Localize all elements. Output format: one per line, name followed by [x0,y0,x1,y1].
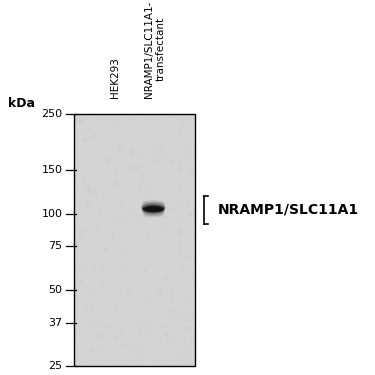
Text: NRAMP1/SLC11A1-
transfectant: NRAMP1/SLC11A1- transfectant [144,0,166,98]
Ellipse shape [162,130,165,132]
Ellipse shape [141,203,165,209]
Ellipse shape [153,190,155,194]
Text: NRAMP1/SLC11A1: NRAMP1/SLC11A1 [217,203,358,217]
Text: 75: 75 [48,241,62,251]
Ellipse shape [179,266,182,269]
Ellipse shape [76,121,78,123]
Ellipse shape [142,200,164,205]
Ellipse shape [143,213,164,217]
Ellipse shape [193,282,195,288]
Ellipse shape [142,209,164,215]
Ellipse shape [177,120,182,122]
Ellipse shape [100,114,102,120]
Ellipse shape [91,134,97,140]
Ellipse shape [157,347,162,348]
Ellipse shape [190,319,194,322]
Text: HEK293: HEK293 [110,57,120,98]
Ellipse shape [143,342,146,344]
Ellipse shape [179,123,184,128]
Ellipse shape [142,202,165,207]
Ellipse shape [132,210,136,211]
Ellipse shape [114,180,119,186]
Ellipse shape [163,326,168,327]
Text: 150: 150 [41,165,62,175]
Ellipse shape [83,138,87,142]
Text: kDa: kDa [8,97,35,110]
Ellipse shape [156,288,162,295]
Ellipse shape [178,183,181,189]
Text: 250: 250 [41,109,62,119]
Ellipse shape [74,270,80,272]
Ellipse shape [136,354,141,357]
Ellipse shape [139,327,141,334]
Ellipse shape [189,168,195,173]
Ellipse shape [89,184,91,187]
Ellipse shape [130,150,134,157]
Ellipse shape [177,310,178,316]
Ellipse shape [106,359,108,364]
Ellipse shape [144,207,163,212]
Ellipse shape [143,211,164,216]
Ellipse shape [170,297,174,299]
Ellipse shape [187,125,190,126]
Ellipse shape [103,247,108,252]
Ellipse shape [177,242,182,245]
Ellipse shape [186,154,188,160]
Ellipse shape [110,143,112,147]
Ellipse shape [78,118,84,126]
Ellipse shape [141,205,165,211]
Ellipse shape [109,268,111,270]
Ellipse shape [120,296,123,299]
Ellipse shape [120,123,122,124]
Text: 25: 25 [48,361,62,371]
Bar [74,114,195,366]
Ellipse shape [111,124,115,129]
Ellipse shape [188,328,191,330]
Ellipse shape [142,171,145,177]
Ellipse shape [189,362,194,368]
Ellipse shape [172,184,173,186]
Ellipse shape [145,232,149,240]
Ellipse shape [163,331,168,337]
Ellipse shape [141,178,144,182]
Ellipse shape [142,206,164,212]
Ellipse shape [144,267,149,273]
Text: 50: 50 [48,285,62,295]
Ellipse shape [140,254,142,256]
Ellipse shape [103,322,105,330]
Ellipse shape [130,146,133,152]
Ellipse shape [93,189,99,194]
Ellipse shape [136,347,138,351]
Ellipse shape [76,356,79,357]
Ellipse shape [91,349,95,354]
Ellipse shape [124,291,129,293]
Ellipse shape [85,263,87,267]
Text: 100: 100 [41,209,62,219]
Ellipse shape [74,200,76,207]
Ellipse shape [171,111,175,117]
Ellipse shape [184,255,190,261]
Ellipse shape [118,142,123,148]
Ellipse shape [170,160,175,164]
Ellipse shape [142,207,165,213]
Ellipse shape [73,329,78,334]
Text: 37: 37 [48,318,62,328]
Ellipse shape [160,148,163,153]
Ellipse shape [93,265,95,270]
Ellipse shape [79,236,84,240]
Ellipse shape [118,291,121,298]
Ellipse shape [123,342,126,347]
Ellipse shape [178,229,183,237]
Ellipse shape [113,336,118,339]
Ellipse shape [106,157,111,164]
Ellipse shape [87,261,90,265]
Ellipse shape [187,213,192,216]
Ellipse shape [86,303,88,307]
Ellipse shape [146,260,151,261]
Ellipse shape [107,323,112,328]
Ellipse shape [127,165,133,171]
Ellipse shape [94,226,99,232]
Ellipse shape [89,155,93,157]
